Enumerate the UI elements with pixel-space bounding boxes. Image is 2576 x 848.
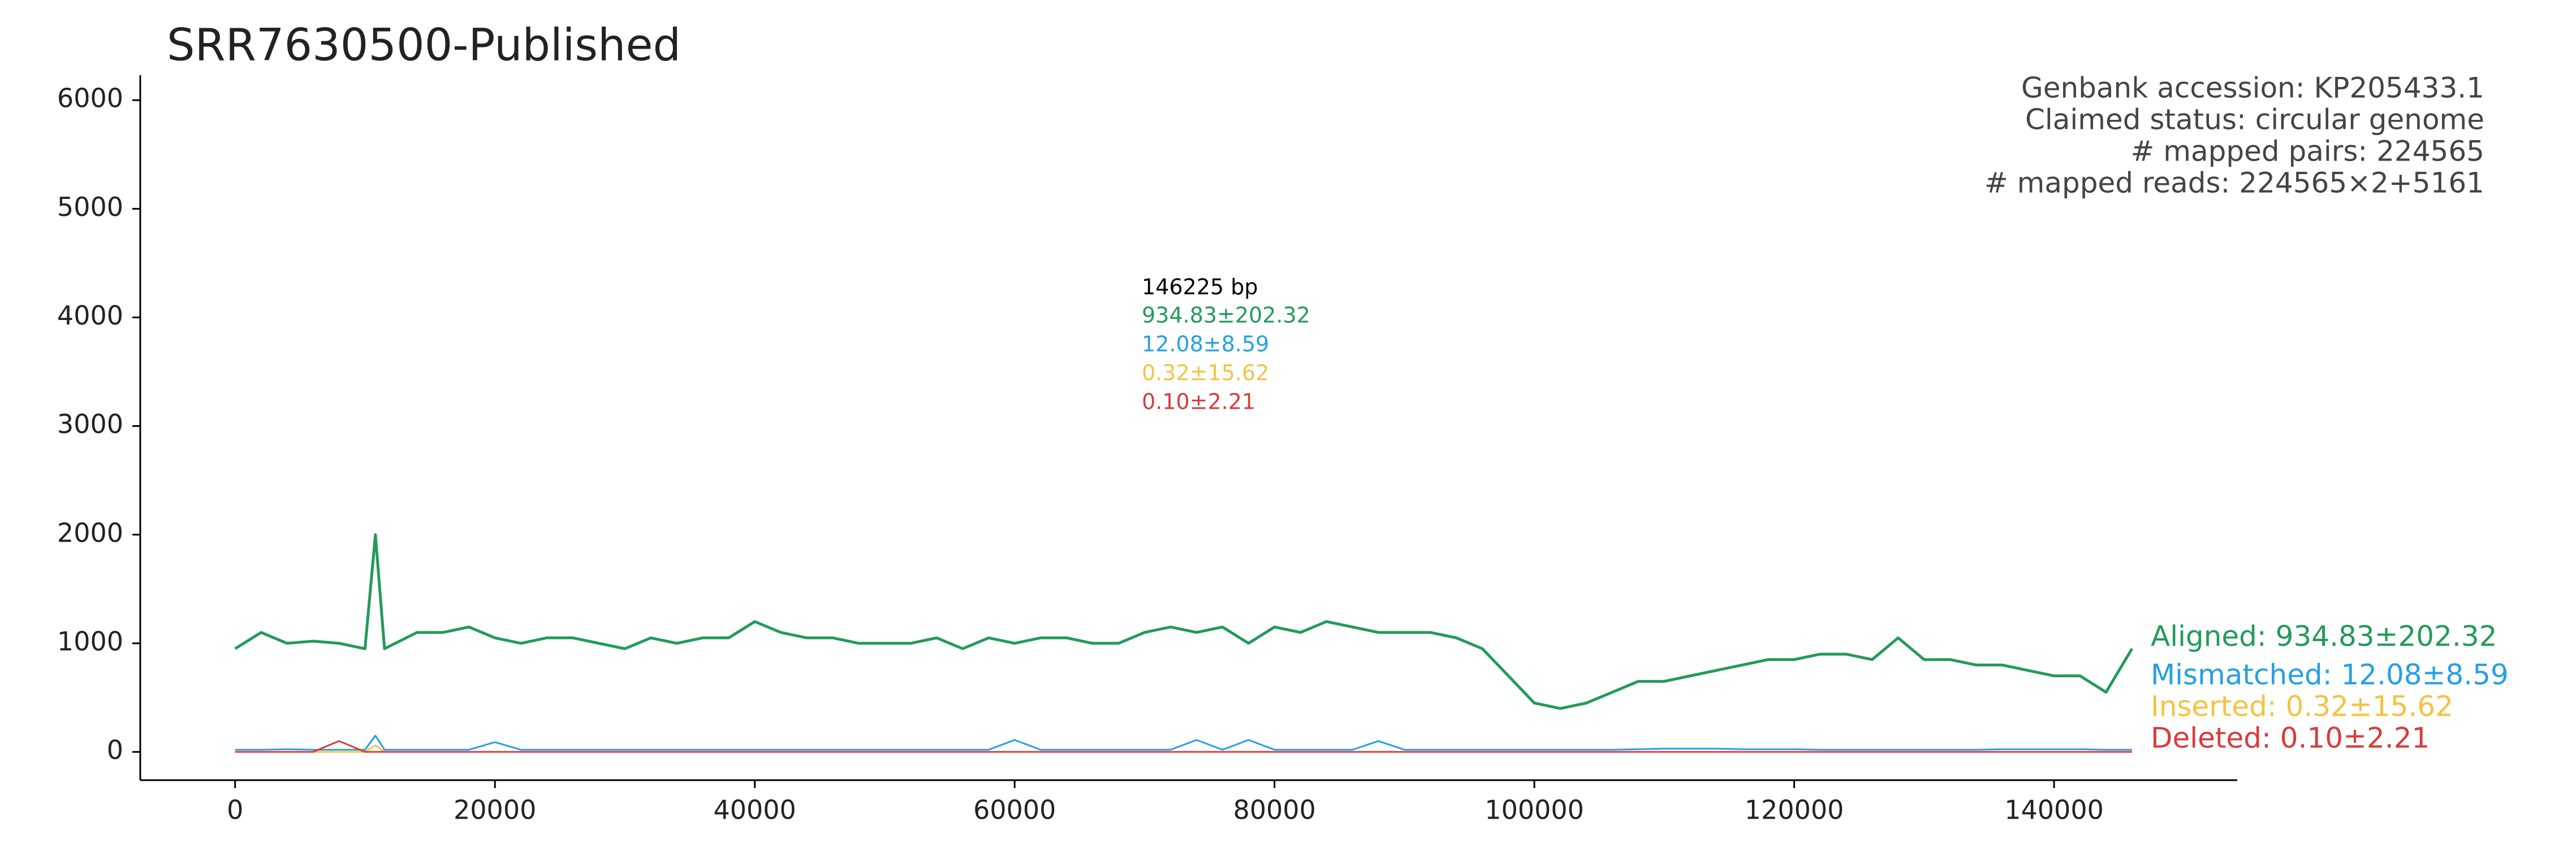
x-tick-label: 140000 bbox=[2004, 795, 2104, 825]
x-tick-label: 120000 bbox=[1745, 795, 1844, 825]
x-tick-label: 60000 bbox=[973, 795, 1056, 825]
x-tick-label: 20000 bbox=[454, 795, 536, 825]
series-line bbox=[234, 533, 2134, 710]
y-tick-label: 3000 bbox=[57, 409, 123, 439]
y-tick-label: 1000 bbox=[57, 626, 123, 656]
x-tick-label: 0 bbox=[227, 795, 243, 825]
info-line: # mapped pairs: 224565 bbox=[2131, 135, 2485, 168]
x-tick-label: 80000 bbox=[1233, 795, 1315, 825]
y-tick-label: 0 bbox=[107, 735, 123, 765]
info-line: Genbank accession: KP205433.1 bbox=[2021, 72, 2484, 105]
x-tick-label: 100000 bbox=[1485, 795, 1584, 825]
annotation-stat: 12.08±8.59 bbox=[1142, 332, 1269, 357]
annotation-stat: 0.32±15.62 bbox=[1142, 361, 1269, 386]
y-tick-label: 6000 bbox=[57, 83, 123, 114]
series-line bbox=[235, 740, 2132, 753]
series-line bbox=[235, 734, 2132, 751]
annotation-stat: 934.83±202.32 bbox=[1142, 303, 1310, 328]
annotation-stat: 0.10±2.21 bbox=[1142, 390, 1255, 414]
chart-title: SRR7630500-Published bbox=[167, 20, 681, 71]
series-label: Deleted: 0.10±2.21 bbox=[2151, 722, 2430, 755]
series-label: Aligned: 934.83±202.32 bbox=[2151, 620, 2497, 653]
y-tick-label: 4000 bbox=[57, 300, 123, 331]
info-line: # mapped reads: 224565×2+5161 bbox=[1984, 167, 2484, 200]
series-label: Inserted: 0.32±15.62 bbox=[2151, 690, 2453, 723]
annotation-label: 146225 bp bbox=[1142, 275, 1258, 300]
y-tick-label: 2000 bbox=[57, 517, 123, 548]
x-tick-label: 40000 bbox=[713, 795, 796, 825]
info-line: Claimed status: circular genome bbox=[2025, 103, 2484, 136]
y-tick-label: 5000 bbox=[57, 192, 123, 222]
series-label: Mismatched: 12.08±8.59 bbox=[2151, 659, 2509, 691]
